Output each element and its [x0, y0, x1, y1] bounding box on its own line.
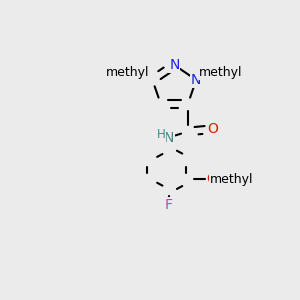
Text: methyl: methyl — [199, 66, 242, 79]
Text: O: O — [207, 122, 218, 136]
Text: O: O — [207, 172, 218, 186]
Text: methyl: methyl — [209, 173, 253, 186]
Text: H: H — [157, 128, 166, 141]
Text: N: N — [191, 73, 201, 87]
Text: F: F — [165, 197, 173, 212]
Text: N: N — [164, 130, 174, 145]
Text: N: N — [169, 58, 179, 72]
Text: methyl: methyl — [106, 66, 150, 79]
